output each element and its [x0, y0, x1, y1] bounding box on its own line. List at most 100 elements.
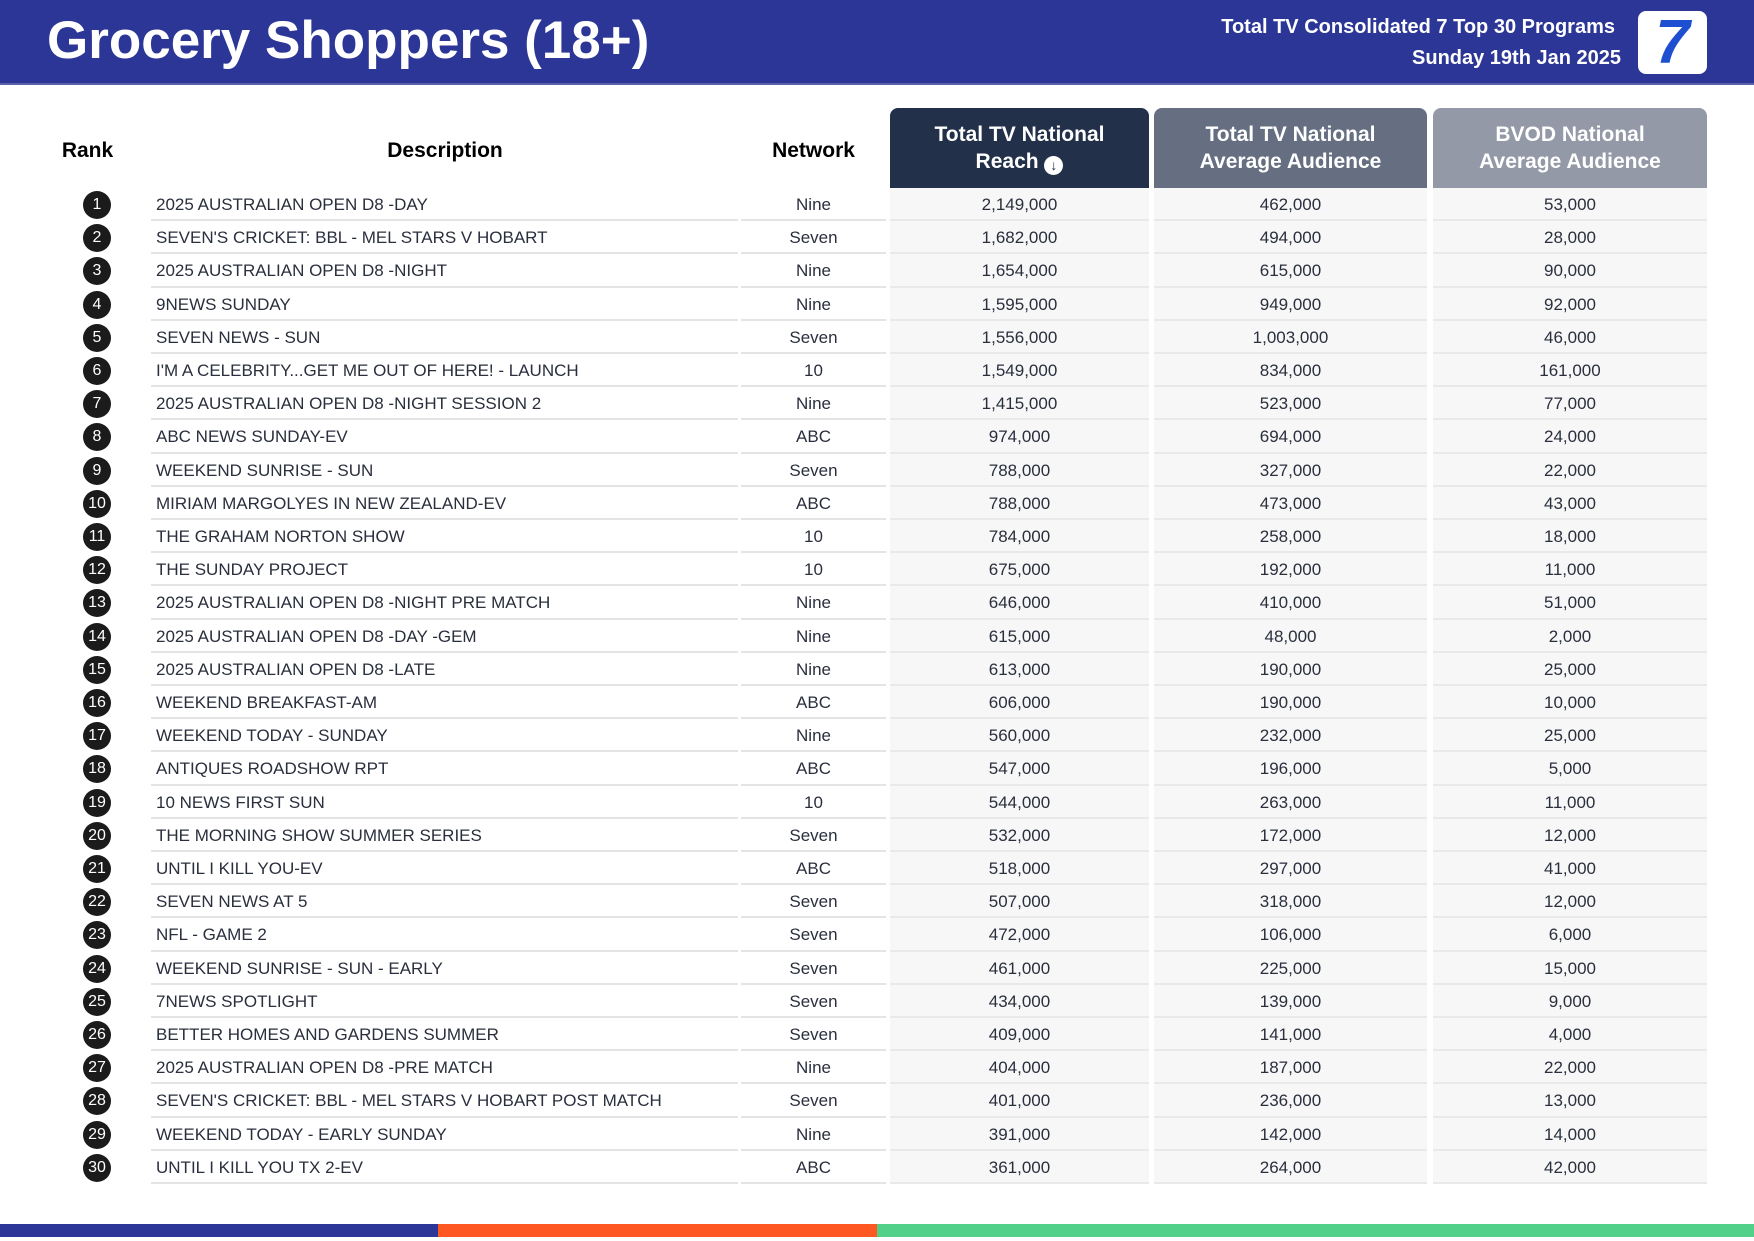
- reach-value: 391,000: [890, 1117, 1149, 1151]
- table-row: 28 SEVEN'S CRICKET: BBL - MEL STARS V HO…: [0, 1084, 1754, 1118]
- average-audience-value: 264,000: [1154, 1150, 1427, 1184]
- program-description: ANTIQUES ROADSHOW RPT: [151, 752, 738, 786]
- report-subtitle: Total TV Consolidated 7 Top 30 Programs: [1221, 16, 1615, 38]
- page-header: Grocery Shoppers (18+) Total TV Consolid…: [0, 0, 1754, 85]
- average-audience-value: 494,000: [1154, 221, 1427, 255]
- bvod-value: 12,000: [1433, 818, 1707, 852]
- program-description: BETTER HOMES AND GARDENS SUMMER: [151, 1018, 738, 1052]
- table-row: 4 9NEWS SUNDAY Nine 1,595,000 949,000 92…: [0, 287, 1754, 321]
- table-row: 16 WEEKEND BREAKFAST-AM ABC 606,000 190,…: [0, 686, 1754, 720]
- network: 10: [741, 354, 886, 388]
- table-row: 20 THE MORNING SHOW SUMMER SERIES Seven …: [0, 818, 1754, 852]
- average-audience-value: 232,000: [1154, 719, 1427, 753]
- reach-value: 1,556,000: [890, 320, 1149, 354]
- rank-badge: 24: [83, 954, 111, 983]
- table-row: 11 THE GRAHAM NORTON SHOW 10 784,000 258…: [0, 520, 1754, 554]
- program-description: NFL - GAME 2: [151, 918, 738, 952]
- reach-value: 404,000: [890, 1051, 1149, 1085]
- table-row: 18 ANTIQUES ROADSHOW RPT ABC 547,000 196…: [0, 752, 1754, 786]
- rank-badge: 21: [83, 855, 111, 883]
- average-audience-value: 196,000: [1154, 752, 1427, 786]
- reach-value: 615,000: [890, 619, 1149, 653]
- network: Nine: [741, 620, 886, 653]
- average-audience-value: 190,000: [1154, 686, 1427, 720]
- network: Seven: [741, 1018, 886, 1052]
- bvod-header[interactable]: BVOD National Average Audience: [1433, 108, 1707, 188]
- reach-value: 606,000: [890, 686, 1149, 720]
- table-row: 15 2025 AUSTRALIAN OPEN D8 -LATE Nine 61…: [0, 652, 1754, 686]
- table-row: 8 ABC NEWS SUNDAY-EV ABC 974,000 694,000…: [0, 420, 1754, 454]
- rank-badge: 25: [83, 987, 111, 1016]
- rank-badge: 27: [83, 1054, 111, 1083]
- program-description: WEEKEND SUNRISE - SUN - EARLY: [151, 952, 738, 985]
- bvod-value: 22,000: [1433, 1051, 1707, 1085]
- average-audience-value: 142,000: [1154, 1117, 1427, 1151]
- reach-value: 532,000: [890, 818, 1149, 852]
- bvod-value: 13,000: [1433, 1084, 1707, 1118]
- average-audience-value: 225,000: [1154, 951, 1427, 985]
- table-row: 9 WEEKEND SUNRISE - SUN Seven 788,000 32…: [0, 453, 1754, 487]
- footer-bar-blue: [0, 1224, 438, 1237]
- reach-value: 1,654,000: [890, 254, 1149, 288]
- rank-badge: 1: [83, 191, 111, 219]
- bvod-value: 24,000: [1433, 420, 1707, 454]
- table-row: 23 NFL - GAME 2 Seven 472,000 106,000 6,…: [0, 918, 1754, 952]
- reach-value: 507,000: [890, 885, 1149, 919]
- bvod-value: 15,000: [1433, 951, 1707, 985]
- average-audience-value: 139,000: [1154, 984, 1427, 1018]
- average-audience-value: 473,000: [1154, 486, 1427, 520]
- table-row: 7 2025 AUSTRALIAN OPEN D8 -NIGHT SESSION…: [0, 387, 1754, 421]
- network: Seven: [741, 885, 886, 919]
- bvod-value: 22,000: [1433, 453, 1707, 487]
- average-audience-value: 141,000: [1154, 1018, 1427, 1052]
- program-description: 2025 AUSTRALIAN OPEN D8 -LATE: [151, 653, 738, 686]
- reach-value: 401,000: [890, 1084, 1149, 1118]
- program-description: 2025 AUSTRALIAN OPEN D8 -DAY: [151, 188, 738, 222]
- rank-badge: 28: [83, 1087, 111, 1116]
- program-description: 7NEWS SPOTLIGHT: [151, 985, 738, 1018]
- network: Nine: [741, 254, 886, 288]
- table-row: 22 SEVEN NEWS AT 5 Seven 507,000 318,000…: [0, 885, 1754, 919]
- rank-badge: 20: [83, 821, 111, 850]
- rank-badge: 5: [83, 323, 111, 352]
- channel-7-logo: 7: [1638, 11, 1707, 74]
- reach-value: 361,000: [890, 1150, 1149, 1184]
- network: Nine: [741, 586, 886, 620]
- bvod-value: 53,000: [1433, 188, 1707, 222]
- rank-badge: 22: [83, 888, 111, 917]
- table-row: 30 UNTIL I KILL YOU TX 2-EV ABC 361,000 …: [0, 1150, 1754, 1184]
- reach-value: 434,000: [890, 984, 1149, 1018]
- program-description: THE MORNING SHOW SUMMER SERIES: [151, 819, 738, 852]
- network: Nine: [741, 653, 886, 686]
- reach-value: 461,000: [890, 951, 1149, 985]
- reach-value: 675,000: [890, 553, 1149, 587]
- rank-badge: 10: [83, 489, 111, 518]
- program-description: SEVEN'S CRICKET: BBL - MEL STARS V HOBAR…: [151, 221, 738, 255]
- table-row: 26 BETTER HOMES AND GARDENS SUMMER Seven…: [0, 1018, 1754, 1052]
- program-description: 2025 AUSTRALIAN OPEN D8 -NIGHT SESSION 2: [151, 387, 738, 421]
- table-row: 13 2025 AUSTRALIAN OPEN D8 -NIGHT PRE MA…: [0, 586, 1754, 620]
- reach-header-line1: Total TV National: [934, 123, 1105, 146]
- bvod-value: 25,000: [1433, 719, 1707, 753]
- footer-color-bar: [0, 1224, 1754, 1237]
- reach-value: 2,149,000: [890, 188, 1149, 222]
- table-row: 29 WEEKEND TODAY - EARLY SUNDAY Nine 391…: [0, 1117, 1754, 1151]
- table-row: 17 WEEKEND TODAY - SUNDAY Nine 560,000 2…: [0, 719, 1754, 753]
- bvod-value: 6,000: [1433, 918, 1707, 952]
- reach-header[interactable]: Total TV National Reach ↓: [890, 108, 1149, 188]
- table-row: 24 WEEKEND SUNRISE - SUN - EARLY Seven 4…: [0, 951, 1754, 985]
- reach-value: 788,000: [890, 486, 1149, 520]
- network: 10: [741, 786, 886, 819]
- rank-badge: 13: [83, 589, 111, 618]
- rank-badge: 15: [83, 655, 111, 684]
- bvod-value: 4,000: [1433, 1018, 1707, 1052]
- bvod-value: 161,000: [1433, 354, 1707, 388]
- sort-descending-icon[interactable]: ↓: [1044, 156, 1064, 175]
- average-audience-value: 318,000: [1154, 885, 1427, 919]
- program-description: UNTIL I KILL YOU TX 2-EV: [151, 1151, 738, 1184]
- reach-value: 1,549,000: [890, 354, 1149, 388]
- bvod-value: 77,000: [1433, 387, 1707, 421]
- program-description: 2025 AUSTRALIAN OPEN D8 -DAY -GEM: [151, 620, 738, 653]
- rank-badge: 30: [83, 1153, 111, 1182]
- average-audience-header[interactable]: Total TV National Average Audience: [1154, 108, 1427, 188]
